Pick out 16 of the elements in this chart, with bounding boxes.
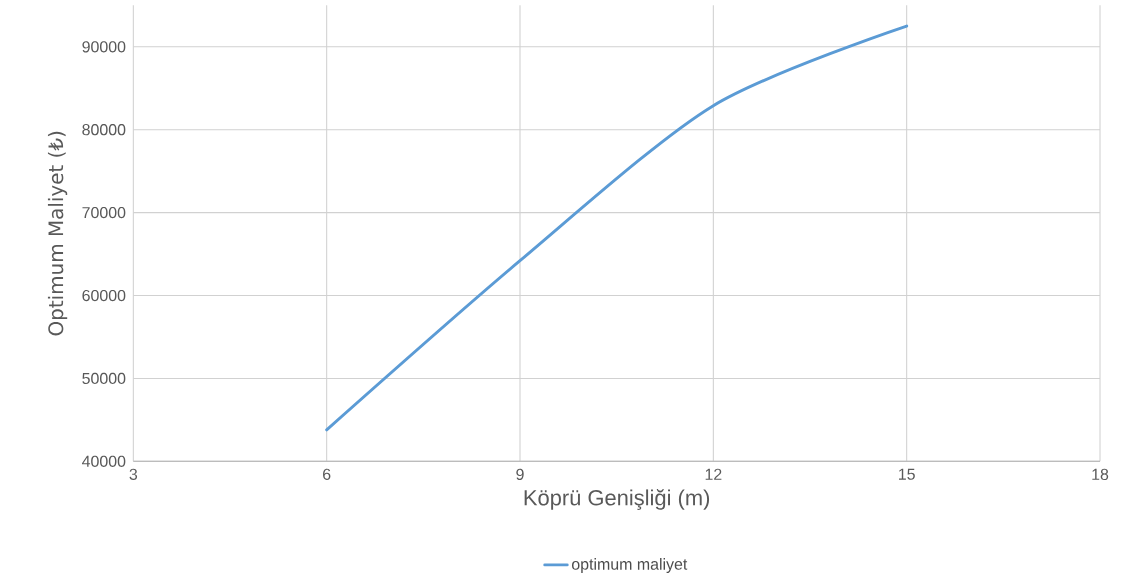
y-tick-label: 60000 — [82, 289, 126, 302]
y-axis-title: Optimum Maliyet (₺) — [47, 131, 68, 336]
x-tick-label: 15 — [899, 468, 915, 480]
y-tick-label: 50000 — [82, 372, 126, 385]
x-tick-label: 12 — [705, 468, 722, 480]
y-tick-label: 90000 — [82, 41, 126, 53]
x-tick-label: 18 — [1092, 468, 1109, 480]
legend-label: optimum maliyet — [571, 558, 688, 573]
x-axis-title: Köprü Genişliği (m) — [524, 489, 710, 510]
line-series — [325, 24, 909, 432]
y-tick-label: 70000 — [82, 206, 126, 219]
x-tick-label: 9 — [516, 468, 524, 480]
y-tick-label: 80000 — [82, 124, 126, 136]
x-tick-label: 6 — [323, 468, 331, 480]
y-tick-label: 40000 — [82, 455, 126, 467]
x-tick-label: 3 — [129, 468, 138, 480]
